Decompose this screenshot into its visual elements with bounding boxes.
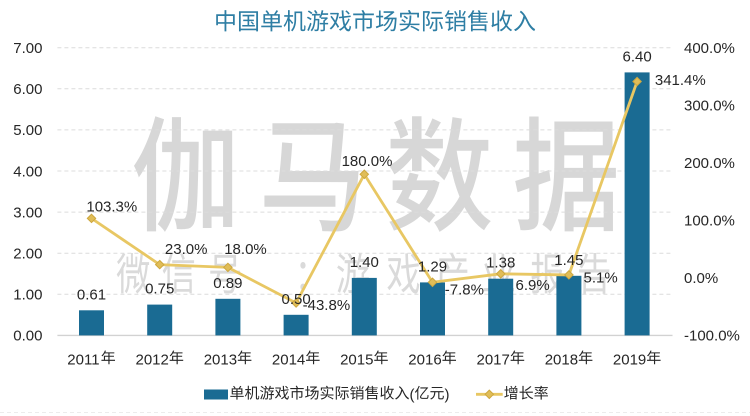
svg-text:1.00: 1.00 [13,287,42,304]
svg-text:0.61: 0.61 [77,286,106,303]
svg-text:-43.8%: -43.8% [303,297,351,314]
svg-text:100.0%: 100.0% [684,213,735,230]
svg-text:(: ( [410,387,415,404]
svg-text:200.0%: 200.0% [684,155,735,172]
svg-text:-100.0%: -100.0% [684,328,740,345]
svg-text:0.0%: 0.0% [684,270,718,287]
svg-text:6.9%: 6.9% [515,277,549,294]
svg-text:103.3%: 103.3% [86,199,137,216]
svg-text:): ) [445,387,450,404]
svg-text:2016: 2016 [408,351,441,368]
svg-text:0.89: 0.89 [213,275,242,292]
svg-text:341.4%: 341.4% [655,72,706,89]
svg-text:6.00: 6.00 [13,81,42,98]
svg-text:2015: 2015 [340,351,373,368]
svg-text:2013: 2013 [204,351,237,368]
svg-text:6.40: 6.40 [622,48,651,65]
svg-text:18.0%: 18.0% [224,241,267,258]
svg-text:23.0%: 23.0% [165,241,208,258]
svg-text:3.00: 3.00 [13,204,42,221]
svg-text:2014: 2014 [272,351,305,368]
svg-text:1.45: 1.45 [554,252,583,269]
svg-text:2019: 2019 [613,351,646,368]
svg-text:0.75: 0.75 [145,281,174,298]
svg-text:4.00: 4.00 [13,163,42,180]
svg-text:5.00: 5.00 [13,122,42,139]
svg-text:5.1%: 5.1% [583,269,617,286]
svg-text:1.40: 1.40 [350,254,379,271]
svg-text:0.50: 0.50 [281,291,310,308]
svg-text:2018: 2018 [545,351,578,368]
svg-text:2.00: 2.00 [13,246,42,263]
svg-text:0.00: 0.00 [13,328,42,345]
svg-text:300.0%: 300.0% [684,98,735,115]
svg-text:7.00: 7.00 [13,40,42,57]
svg-text:2017: 2017 [477,351,510,368]
svg-text:1.29: 1.29 [418,258,447,275]
svg-text:2012: 2012 [136,351,169,368]
svg-text:180.0%: 180.0% [342,153,393,170]
svg-text:400.0%: 400.0% [684,40,735,57]
svg-text:2011: 2011 [67,351,99,368]
svg-text:-7.8%: -7.8% [445,282,484,299]
svg-text:1.38: 1.38 [486,255,515,272]
